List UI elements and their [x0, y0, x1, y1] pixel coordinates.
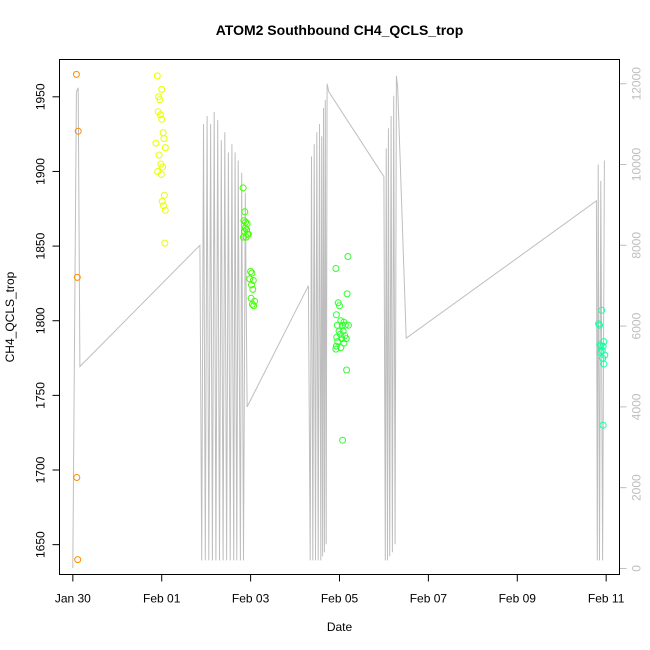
data-point	[333, 333, 341, 341]
y2-tick-label: 0	[630, 565, 644, 572]
data-point	[240, 233, 247, 241]
data-point	[339, 436, 347, 444]
x-axis-label: Date	[327, 620, 353, 634]
data-point	[241, 224, 249, 232]
data-point	[247, 268, 255, 275]
y-tick-label: 1750	[34, 382, 48, 409]
data-point	[250, 302, 258, 310]
data-point	[73, 474, 81, 481]
y-axis-label: CH4_QCLS_trop	[3, 271, 17, 362]
y2-tick-label: 4000	[630, 393, 644, 420]
chart-title: ATOM2 Southbound CH4_QCLS_trop	[216, 22, 464, 38]
data-point	[600, 360, 608, 368]
data-point	[242, 233, 250, 241]
data-point	[73, 273, 81, 281]
x-tick-label: Feb 03	[232, 592, 270, 606]
data-point	[599, 342, 607, 350]
y-tick-label: 1850	[34, 232, 48, 259]
data-point	[332, 345, 340, 353]
x-tick-label: Feb 11	[588, 592, 625, 606]
data-point	[159, 163, 167, 171]
data-point	[160, 135, 168, 143]
plot-frame	[59, 59, 620, 575]
y2-tick-label: 10000	[630, 148, 644, 182]
data-point	[156, 111, 164, 119]
data-point	[599, 421, 607, 429]
data-point	[158, 197, 166, 205]
y-tick-label: 1900	[34, 158, 48, 185]
x-tick-label: Feb 07	[410, 592, 448, 606]
data-point	[337, 344, 345, 352]
x-tick-label: Feb 05	[321, 592, 359, 606]
data-point	[332, 265, 340, 272]
y-tick-label: 1700	[34, 456, 48, 483]
data-point	[241, 208, 249, 216]
y-tick-label: 1950	[34, 83, 48, 110]
altitude-line	[72, 75, 605, 569]
data-point	[160, 202, 167, 210]
data-point	[239, 184, 247, 192]
data-point	[74, 556, 82, 564]
y-tick-label: 1650	[34, 531, 48, 558]
data-point	[248, 269, 256, 277]
data-point	[249, 285, 257, 293]
data-point	[332, 342, 340, 350]
data-point	[160, 191, 168, 199]
y-tick-label: 1800	[34, 307, 48, 334]
data-point	[596, 321, 603, 329]
data-point	[332, 311, 340, 319]
x-tick-label: Feb 09	[499, 592, 537, 606]
data-point	[155, 151, 163, 159]
data-point	[598, 306, 606, 314]
data-point	[156, 96, 164, 104]
data-point	[158, 115, 166, 123]
data-point	[249, 276, 257, 284]
y2-tick-label: 2000	[630, 474, 644, 501]
data-point	[158, 85, 166, 93]
data-point	[334, 338, 342, 346]
data-point	[248, 300, 256, 308]
data-point	[72, 70, 80, 78]
data-point	[344, 253, 352, 260]
data-point	[596, 341, 604, 349]
x-tick-label: Jan 30	[55, 592, 91, 606]
data-point	[343, 290, 351, 298]
y2-tick-label: 12000	[630, 67, 644, 101]
data-point	[153, 72, 161, 80]
data-point	[343, 366, 351, 374]
data-point	[595, 320, 603, 328]
data-point	[161, 239, 169, 247]
axes-layer: Jan 30 Feb 01 Feb 03 Feb 05 Feb 07 Feb 09 Feb …	[34, 67, 644, 606]
data-point	[152, 139, 160, 147]
data-point	[341, 321, 349, 329]
data-points-layer	[72, 70, 609, 564]
y2-tick-label: 8000	[630, 232, 644, 259]
y2-tick-label: 6000	[630, 312, 644, 339]
altitude-line-layer	[72, 75, 605, 569]
data-point	[161, 206, 169, 214]
data-point	[248, 281, 255, 289]
data-point	[74, 127, 82, 135]
data-point	[157, 170, 165, 178]
data-point	[344, 321, 352, 329]
x-tick-label: Feb 01	[143, 592, 181, 606]
data-point	[161, 144, 169, 152]
data-point	[336, 302, 343, 310]
